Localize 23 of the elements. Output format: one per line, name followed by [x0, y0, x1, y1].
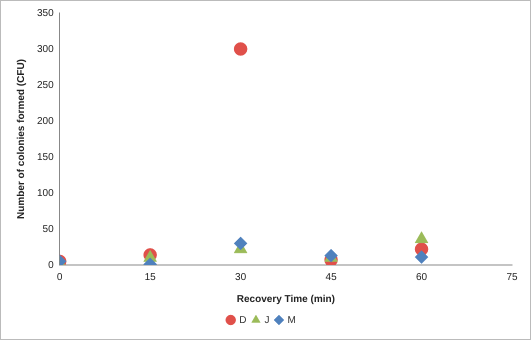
y-axis-title: Number of colonies formed (CFU) [16, 58, 27, 220]
legend-label: J [264, 314, 270, 326]
y-tick-label: 100 [36, 188, 54, 199]
x-tick-label: 15 [144, 272, 156, 283]
legend-label: M [287, 314, 296, 326]
point [414, 250, 428, 264]
x-tick-label: 60 [416, 272, 428, 283]
y-tick-label: 0 [48, 260, 54, 271]
legend-label: D [239, 314, 246, 326]
y-tick-label: 350 [36, 8, 54, 19]
x-axis-title: Recovery Time (min) [236, 294, 335, 305]
point [234, 42, 248, 56]
y-tick-label: 200 [36, 116, 54, 127]
y-tick-label: 250 [36, 80, 54, 91]
x-tick-label: 0 [56, 272, 63, 283]
y-tick-label: 50 [42, 224, 54, 235]
point [414, 231, 428, 244]
x-tick-label: 45 [326, 272, 338, 283]
x-tick-label: 75 [506, 272, 518, 283]
y-tick-label: 150 [36, 152, 54, 163]
x-tick-label: 30 [235, 272, 247, 283]
point [234, 236, 248, 250]
y-tick-label: 300 [36, 44, 54, 55]
